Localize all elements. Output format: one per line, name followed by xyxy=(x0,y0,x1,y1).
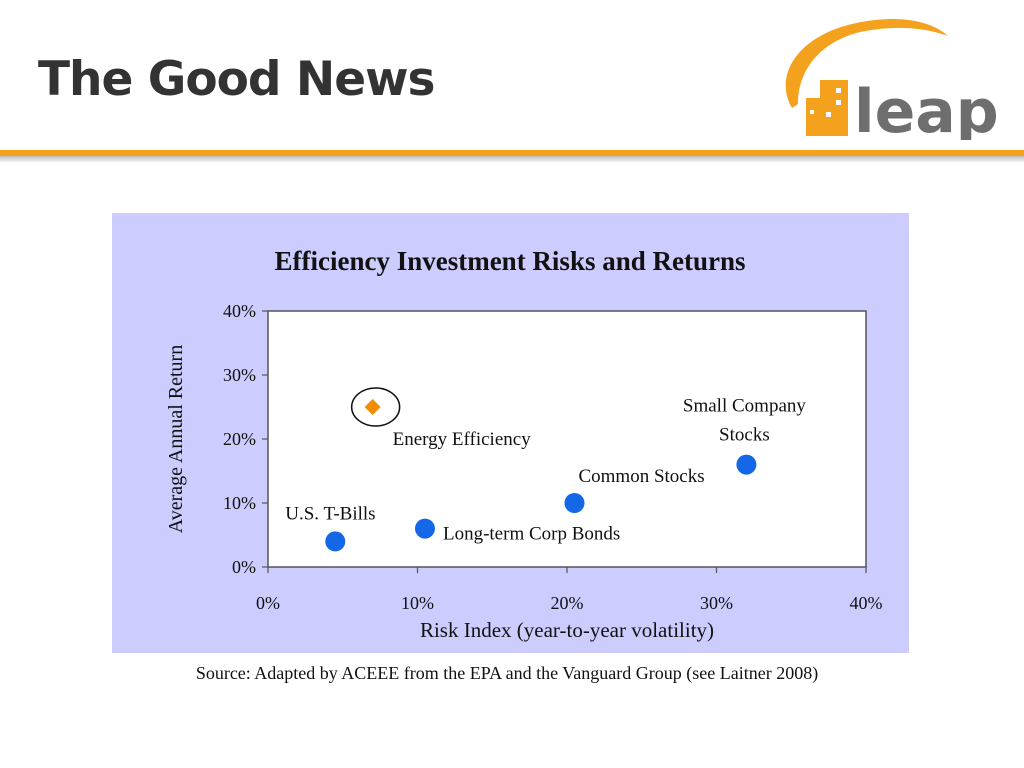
plot-area xyxy=(267,310,867,568)
point-u-s-t-bills xyxy=(325,531,346,552)
x-tick-label: 0% xyxy=(256,593,280,613)
y-tick-label: 30% xyxy=(223,365,256,385)
x-tick-label: 20% xyxy=(551,593,584,613)
leap-logo: leap xyxy=(785,18,999,140)
highlight-circle xyxy=(350,387,401,427)
building-icon xyxy=(806,80,848,136)
x-tick-label: 30% xyxy=(700,593,733,613)
point-label-u-s-t-bills: U.S. T-Bills xyxy=(285,503,375,524)
logo-swoosh xyxy=(785,18,948,109)
point-small-company-stocks xyxy=(736,454,757,475)
point-long-term-corp-bonds xyxy=(414,518,435,539)
point-label-long-term-corp-bonds: Long-term Corp Bonds xyxy=(443,524,620,545)
header-rule xyxy=(0,150,1024,156)
y-axis-label: Average Annual Return xyxy=(165,345,187,533)
chart-title: Efficiency Investment Risks and Returns xyxy=(274,246,745,276)
logo-text: leap xyxy=(854,77,999,140)
y-tick-label: 20% xyxy=(223,429,256,449)
point-common-stocks xyxy=(564,493,585,513)
slide-title: The Good News xyxy=(38,52,436,107)
header-rule-shadow xyxy=(0,156,1024,162)
x-axis-label: Risk Index (year-to-year volatility) xyxy=(420,618,714,642)
point-label-small-company-stocks: Small Company Stocks xyxy=(683,396,806,446)
point-label-energy-efficiency: Energy Efficiency xyxy=(393,429,532,450)
y-tick-label: 0% xyxy=(232,557,256,577)
x-tick-label: 10% xyxy=(401,593,434,613)
chart-panel: Efficiency Investment Risks and Returns … xyxy=(112,213,909,653)
point-label-common-stocks: Common Stocks xyxy=(578,466,704,487)
x-tick-label: 40% xyxy=(850,593,883,613)
point-energy-efficiency xyxy=(364,399,381,415)
source-note: Source: Adapted by ACEEE from the EPA an… xyxy=(195,663,819,683)
y-tick-label: 10% xyxy=(223,493,256,513)
y-tick-label: 40% xyxy=(223,301,256,321)
